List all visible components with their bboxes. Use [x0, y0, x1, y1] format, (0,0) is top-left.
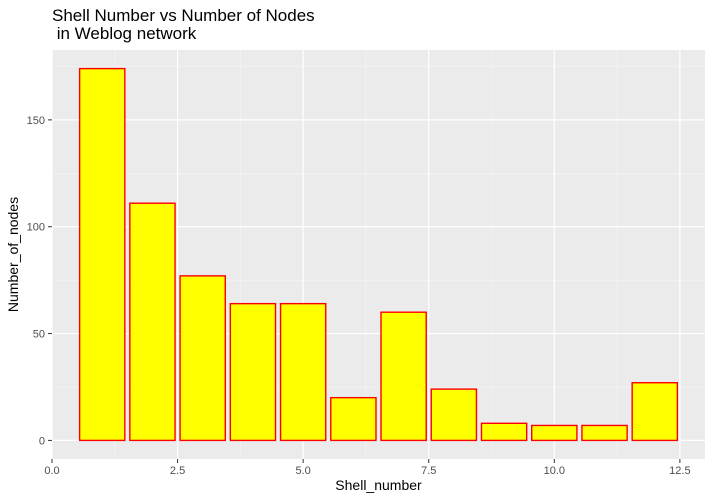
y-tick-label: 150: [27, 115, 45, 127]
bar: [330, 396, 377, 442]
bar: [631, 382, 679, 442]
chart-title-line-2: in Weblog network: [52, 24, 197, 43]
bar: [179, 275, 226, 442]
y-axis-label: Number_of_nodes: [5, 197, 21, 312]
bar: [531, 424, 578, 442]
bar: [380, 311, 427, 442]
x-axis-label: Shell_number: [335, 477, 422, 493]
bar: [229, 302, 277, 442]
bar: [129, 202, 176, 442]
x-tick-label: 0.0: [44, 465, 59, 477]
bar: [279, 302, 327, 442]
x-tick-label: 5.0: [296, 465, 311, 477]
chart-title-line-1: Shell Number vs Number of Nodes: [52, 6, 315, 25]
y-tick-label: 100: [27, 222, 45, 234]
x-tick-label: 10.0: [544, 465, 565, 477]
y-axis-ticks: 0 50 100 150: [27, 115, 52, 447]
bar: [581, 424, 628, 442]
bar: [480, 422, 528, 442]
y-tick-label: 50: [33, 329, 45, 341]
y-tick-label: 0: [39, 435, 45, 447]
major-gridlines: [51, 50, 705, 459]
x-axis-ticks: 0.0 2.5 5.0 7.5 10.0 12.5: [44, 459, 691, 477]
bar: [430, 388, 478, 442]
x-tick-label: 2.5: [170, 465, 185, 477]
bars: [78, 67, 679, 442]
bar: [78, 67, 126, 442]
x-tick-label: 7.5: [421, 465, 436, 477]
x-tick-label: 12.5: [669, 465, 690, 477]
